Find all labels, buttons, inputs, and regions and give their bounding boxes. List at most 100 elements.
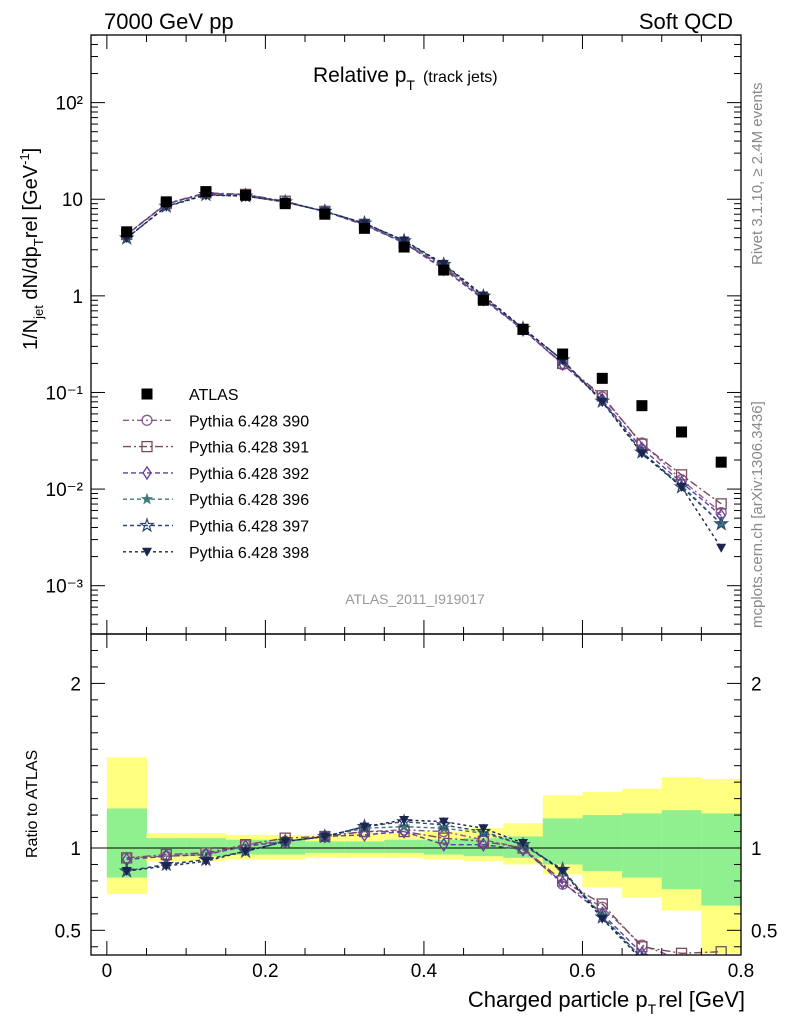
- x-axis-label-sub: T: [648, 1001, 657, 1017]
- data-point: [121, 226, 133, 238]
- ratio-y-tick-label-right: 1: [751, 839, 762, 860]
- band-inner: [146, 838, 187, 857]
- band-inner: [423, 839, 465, 855]
- data-point: [398, 241, 410, 253]
- series-line-1: [126, 192, 722, 505]
- y-tick-label: 10: [62, 190, 83, 211]
- band-inner: [701, 813, 741, 906]
- ratio-panel: [91, 757, 741, 980]
- series-2-ratio-point: [557, 875, 568, 890]
- series-5-point: [399, 236, 410, 246]
- legend-marker-5: [142, 547, 152, 557]
- series-ratio-line-2: [126, 830, 652, 955]
- main-ylabel-part-4: rel [GeV: [20, 164, 42, 238]
- series-5-ratio-point: [478, 824, 489, 834]
- legend-marker-1: [141, 440, 153, 453]
- data-point: [596, 372, 608, 384]
- main-ylabel-part-1: jet: [31, 305, 46, 320]
- x-axis-label-suffix: rel [GeV]: [658, 987, 745, 1012]
- series-3-ratio-point: [397, 820, 411, 832]
- series-5-ratio-point: [200, 857, 211, 867]
- main-ylabel-part-2: dN/dp: [20, 246, 42, 305]
- series-5-ratio-point: [597, 914, 608, 924]
- legend-marker-0: [141, 414, 153, 426]
- series-5-ratio-point: [677, 964, 687, 973]
- y-tick-label: 10²: [56, 94, 83, 115]
- data-point: [240, 189, 252, 201]
- series-2-ratio-point: [678, 957, 686, 969]
- legend-label-5: Pythia 6.428 398: [189, 545, 309, 562]
- series-ratio-line-5: [126, 819, 639, 955]
- data-point: [160, 196, 172, 208]
- series-1-ratio-point: [477, 835, 490, 848]
- series-5-ratio-point: [399, 816, 410, 826]
- series-5-point: [636, 449, 647, 459]
- analysis-id: ATLAS_2011_I919017: [345, 591, 485, 607]
- series-5-ratio-point: [280, 837, 291, 847]
- ratio-y-tick-label-right: 2: [751, 674, 762, 695]
- series-5-ratio-point: [240, 847, 251, 857]
- data-point: [477, 294, 489, 306]
- series-2-ratio-point: [359, 827, 370, 843]
- data-point: [557, 348, 569, 360]
- energy-label: 7000 GeV pp: [104, 9, 234, 34]
- y-tick-label: 1: [72, 287, 83, 308]
- rivet-label: Rivet 3.1.10, ≥ 2.4M events: [749, 83, 766, 266]
- ratio-frame: [90, 633, 742, 956]
- main-ylabel-part-5: -1: [17, 153, 32, 165]
- data-point: [358, 222, 370, 234]
- band-inner: [661, 810, 702, 890]
- data-point: [279, 198, 291, 210]
- series-3-ratio-point: [715, 968, 727, 980]
- plot-title-sub: T: [406, 77, 415, 93]
- series-5-ratio-point: [438, 817, 449, 827]
- legend-marker-3: [140, 492, 154, 505]
- series-line-4: [126, 193, 722, 525]
- series-5-ratio-point: [161, 862, 172, 872]
- x-tick-label: 0.8: [728, 961, 754, 982]
- band-inner: [384, 839, 425, 853]
- series-5-ratio-point: [319, 832, 330, 842]
- series-0-ratio-point: [716, 958, 726, 968]
- plot-title: Relative pT (track jets): [313, 64, 498, 93]
- series-5-point: [716, 543, 727, 553]
- legend: ATLAS Pythia 6.428 390 Pythia 6.428 391 Pyt…: [123, 387, 309, 562]
- plot-title-suffix: (track jets): [423, 69, 498, 86]
- series-5-point: [438, 259, 449, 269]
- series-2-ratio-point: [637, 946, 647, 955]
- x-tick-label: 0.6: [569, 961, 595, 982]
- ratio-y-tick-label: 2: [70, 674, 81, 695]
- plot-title-main: Relative p: [313, 64, 406, 87]
- legend-label-2: Pythia 6.428 392: [189, 466, 309, 483]
- axes: 0 0.2 0.4 0.6 0.8 10⁻³ 10⁻² 10⁻¹ 1 10 10² 0.5 0.5 1 1 2…: [46, 34, 777, 982]
- series-line-0: [126, 192, 722, 514]
- data-point: [200, 186, 212, 198]
- series-line-2: [126, 192, 722, 517]
- series-4-ratio-point: [715, 968, 727, 980]
- data-point: [438, 264, 450, 276]
- series-5-point: [676, 482, 687, 492]
- x-tick-label: 0.4: [411, 961, 438, 982]
- y-tick-label: 10⁻³: [46, 577, 84, 598]
- main-ylabel-part-6: ]: [20, 148, 42, 154]
- legend-marker-data: [141, 388, 153, 400]
- x-axis-label: Charged particle pTrel [GeV]: [468, 987, 745, 1017]
- band-inner: [344, 841, 385, 853]
- band-inner: [542, 818, 583, 865]
- series-5-ratio-point: [518, 839, 529, 849]
- x-axis-label-main: Charged particle p: [468, 987, 648, 1012]
- series-5-ratio-point: [557, 867, 568, 877]
- series-1-ratio-point: [715, 946, 727, 955]
- series-ratio-line-0: [126, 829, 671, 955]
- y-tick-label: 10⁻²: [46, 480, 84, 501]
- series-1-ratio-point: [438, 832, 450, 844]
- main-ylabel-part-3: T: [31, 238, 46, 246]
- x-tick-label: 0: [102, 961, 113, 982]
- series-4-point: [713, 515, 730, 531]
- series-0-ratio-point: [678, 954, 685, 955]
- series-4-ratio-point: [675, 962, 687, 974]
- y-tick-label: 10⁻¹: [46, 383, 84, 404]
- series-2-ratio-point: [478, 837, 489, 852]
- series-2-ratio-point: [717, 961, 725, 973]
